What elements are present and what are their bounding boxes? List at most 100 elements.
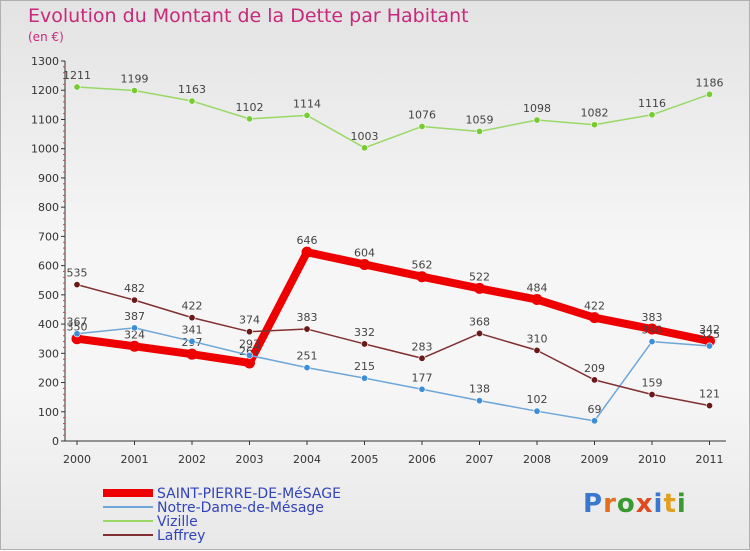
data-label: 562 bbox=[412, 259, 433, 272]
data-label: 1098 bbox=[523, 102, 551, 115]
data-label: 340 bbox=[642, 324, 663, 337]
y-tick-label: 600 bbox=[38, 260, 59, 273]
data-point bbox=[246, 351, 254, 359]
data-label: 422 bbox=[584, 300, 605, 313]
legend-label: Laffrey bbox=[157, 528, 205, 544]
data-point bbox=[186, 348, 198, 360]
logo-letter: P bbox=[583, 489, 604, 519]
data-label: 342 bbox=[699, 323, 720, 336]
data-label: 1199 bbox=[121, 73, 149, 86]
x-tick-label: 2002 bbox=[178, 453, 206, 466]
data-label: 368 bbox=[469, 315, 490, 328]
data-point bbox=[475, 127, 483, 135]
legend-label: Notre-Dame-de-Mésage bbox=[157, 500, 324, 516]
data-point bbox=[188, 314, 196, 322]
data-label: 1082 bbox=[581, 107, 609, 120]
data-label: 293 bbox=[239, 337, 260, 350]
x-tick-label: 2005 bbox=[351, 453, 379, 466]
data-label: 69 bbox=[588, 403, 602, 416]
data-point bbox=[416, 271, 428, 283]
chart-unit-label: (en €) bbox=[28, 30, 64, 44]
y-tick-label: 900 bbox=[38, 172, 59, 185]
data-label: 374 bbox=[239, 314, 260, 327]
data-point bbox=[590, 121, 598, 129]
logo-letter: o bbox=[616, 489, 636, 519]
data-label: 209 bbox=[584, 362, 605, 375]
data-point bbox=[533, 346, 541, 354]
data-label: 341 bbox=[182, 323, 203, 336]
data-label: 121 bbox=[699, 388, 720, 401]
y-tick-label: 300 bbox=[38, 347, 59, 360]
logo-letter: r bbox=[603, 489, 617, 519]
data-label: 1059 bbox=[466, 113, 494, 126]
data-label: 367 bbox=[67, 316, 88, 329]
data-label: 1186 bbox=[696, 76, 724, 89]
data-label: 1076 bbox=[408, 108, 436, 121]
chart-title: Evolution du Montant de la Dette par Hab… bbox=[28, 5, 469, 27]
data-label: 387 bbox=[124, 310, 145, 323]
data-label: 422 bbox=[182, 300, 203, 313]
series-line-2 bbox=[76, 86, 711, 149]
x-tick-label: 2006 bbox=[408, 453, 436, 466]
data-point bbox=[73, 330, 81, 338]
data-label: 646 bbox=[297, 234, 318, 247]
data-point bbox=[648, 391, 656, 399]
data-point bbox=[246, 328, 254, 336]
series-line-3 bbox=[76, 283, 711, 407]
data-point bbox=[188, 337, 196, 345]
series-line-1 bbox=[76, 327, 711, 422]
data-point bbox=[705, 402, 713, 410]
data-point bbox=[475, 397, 483, 405]
y-tick-label: 800 bbox=[38, 201, 59, 214]
data-point bbox=[360, 340, 368, 348]
y-tick-label: 100 bbox=[38, 406, 59, 419]
y-tick-label: 1200 bbox=[31, 84, 59, 97]
data-point bbox=[188, 97, 196, 105]
data-label: 604 bbox=[354, 246, 375, 259]
data-point bbox=[303, 325, 311, 333]
data-point bbox=[131, 324, 139, 332]
x-tick-label: 2009 bbox=[581, 453, 609, 466]
proxiti-logo: Proxiti bbox=[583, 489, 687, 519]
data-point bbox=[418, 385, 426, 393]
data-label: 383 bbox=[642, 311, 663, 324]
data-point bbox=[531, 294, 543, 306]
y-tick-label: 200 bbox=[38, 377, 59, 390]
data-label: 332 bbox=[354, 326, 375, 339]
data-point bbox=[590, 417, 598, 425]
x-tick-label: 2003 bbox=[236, 453, 264, 466]
data-point bbox=[244, 357, 255, 369]
y-tick-label: 700 bbox=[38, 230, 59, 243]
y-tick-label: 1300 bbox=[31, 55, 59, 68]
data-label: 251 bbox=[297, 350, 318, 363]
data-point bbox=[301, 246, 313, 258]
x-tick-label: 2001 bbox=[121, 453, 149, 466]
data-point bbox=[533, 116, 541, 124]
data-label: 1102 bbox=[236, 101, 264, 114]
data-label: 215 bbox=[354, 360, 375, 373]
y-tick-label: 500 bbox=[38, 289, 59, 302]
data-label: 1211 bbox=[63, 69, 91, 82]
x-tick-label: 2008 bbox=[523, 453, 551, 466]
data-point bbox=[590, 376, 598, 384]
data-label: 138 bbox=[469, 383, 490, 396]
data-label: 1114 bbox=[293, 97, 321, 110]
data-point bbox=[705, 90, 713, 98]
data-label: 102 bbox=[527, 393, 548, 406]
data-label: 1003 bbox=[351, 130, 379, 143]
data-label: 522 bbox=[469, 270, 490, 283]
data-point bbox=[360, 374, 368, 382]
data-label: 159 bbox=[642, 377, 663, 390]
data-label: 325 bbox=[699, 328, 720, 341]
data-point bbox=[474, 282, 485, 294]
data-label: 1163 bbox=[178, 83, 206, 96]
data-point bbox=[129, 340, 140, 352]
data-point bbox=[589, 312, 600, 324]
data-point bbox=[303, 111, 311, 119]
data-point bbox=[533, 407, 541, 415]
data-label: 177 bbox=[412, 371, 433, 384]
data-point bbox=[648, 111, 656, 119]
data-point bbox=[705, 342, 713, 350]
